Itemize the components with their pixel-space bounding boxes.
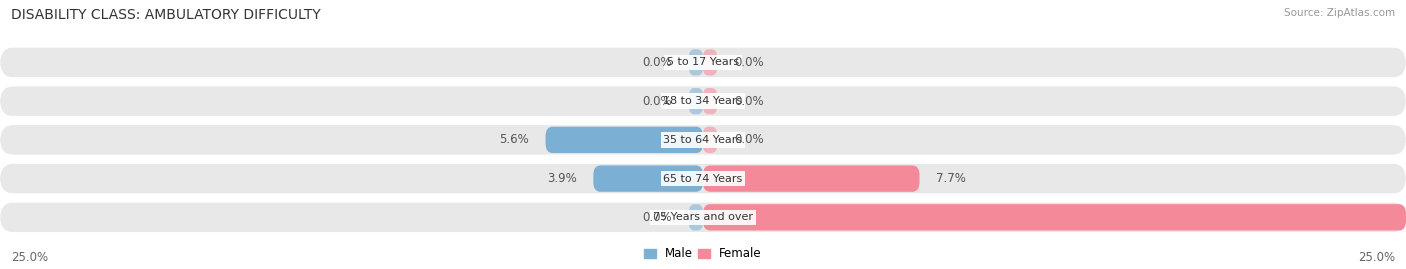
Text: 0.0%: 0.0%: [734, 56, 763, 69]
FancyBboxPatch shape: [703, 88, 717, 114]
Text: 0.0%: 0.0%: [734, 133, 763, 146]
FancyBboxPatch shape: [689, 204, 703, 231]
Text: 7.7%: 7.7%: [936, 172, 966, 185]
Text: 25.0%: 25.0%: [1358, 251, 1395, 264]
FancyBboxPatch shape: [689, 88, 703, 114]
FancyBboxPatch shape: [0, 164, 1406, 193]
FancyBboxPatch shape: [0, 48, 1406, 77]
Text: 65 to 74 Years: 65 to 74 Years: [664, 174, 742, 184]
FancyBboxPatch shape: [0, 203, 1406, 232]
Text: Source: ZipAtlas.com: Source: ZipAtlas.com: [1284, 8, 1395, 18]
Text: 5.6%: 5.6%: [499, 133, 529, 146]
Text: 0.0%: 0.0%: [643, 95, 672, 108]
FancyBboxPatch shape: [0, 125, 1406, 155]
FancyBboxPatch shape: [703, 165, 920, 192]
FancyBboxPatch shape: [546, 127, 703, 153]
Text: 35 to 64 Years: 35 to 64 Years: [664, 135, 742, 145]
Text: 75 Years and over: 75 Years and over: [652, 212, 754, 222]
FancyBboxPatch shape: [593, 165, 703, 192]
FancyBboxPatch shape: [703, 49, 717, 76]
Text: 3.9%: 3.9%: [547, 172, 576, 185]
Text: 5 to 17 Years: 5 to 17 Years: [666, 57, 740, 68]
Text: DISABILITY CLASS: AMBULATORY DIFFICULTY: DISABILITY CLASS: AMBULATORY DIFFICULTY: [11, 8, 321, 22]
Text: 18 to 34 Years: 18 to 34 Years: [664, 96, 742, 106]
FancyBboxPatch shape: [703, 204, 1406, 231]
Legend: Male, Female: Male, Female: [644, 247, 762, 260]
Text: 25.0%: 25.0%: [11, 251, 48, 264]
FancyBboxPatch shape: [689, 49, 703, 76]
Text: 0.0%: 0.0%: [734, 95, 763, 108]
FancyBboxPatch shape: [0, 86, 1406, 116]
Text: 0.0%: 0.0%: [643, 211, 672, 224]
Text: 0.0%: 0.0%: [643, 56, 672, 69]
FancyBboxPatch shape: [703, 127, 717, 153]
